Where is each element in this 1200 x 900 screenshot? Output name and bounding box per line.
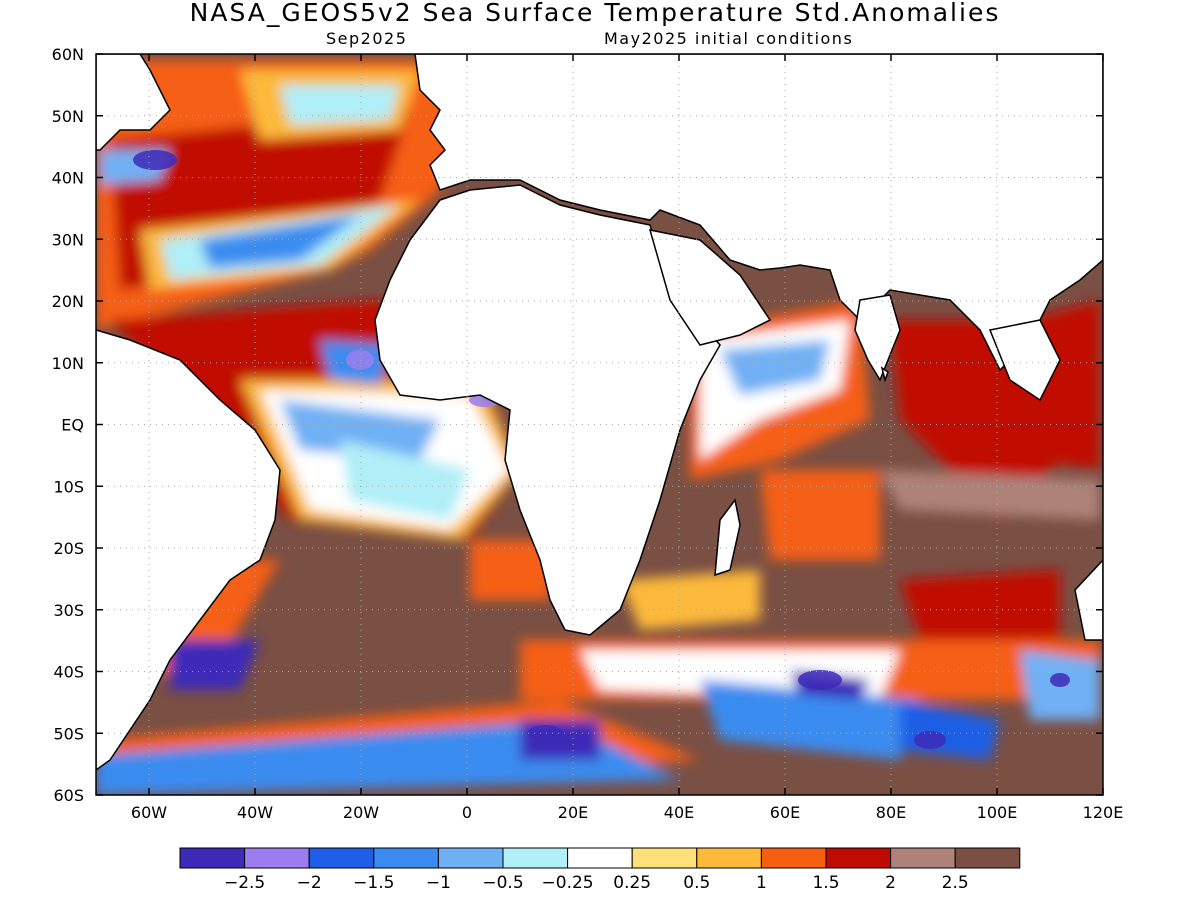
lon-tick-label: 40E — [664, 803, 694, 822]
colorbar: −2.5 −2 −1.5 −1 −0.5 −0.25 0.25 0.5 1 1.5 2 2.5 — [179, 847, 1021, 893]
lon-tick-label: 60W — [131, 803, 167, 822]
colorbar-label: 1 — [756, 873, 767, 893]
colorbar-label: −0.5 — [482, 873, 523, 893]
colorbar-label: 0.5 — [683, 873, 710, 893]
colorbar-label: −1.5 — [353, 873, 394, 893]
lon-tick-label: 60E — [770, 803, 800, 822]
colorbar-label: −1 — [426, 873, 451, 893]
axis-ticks: 60W 40W 20W 0 20E 40E 60E 80E 100E 120E 60N 50N 40N 3… — [52, 45, 1124, 822]
colorbar-swatch — [760, 847, 827, 869]
lat-tick-label: 10N — [52, 354, 84, 373]
colorbar-label: 2 — [885, 873, 896, 893]
colorbar-swatch — [373, 847, 439, 869]
colorbar-swatch — [308, 847, 375, 869]
lat-tick-label: 20S — [53, 539, 84, 558]
colorbar-swatch — [179, 847, 246, 869]
lon-tick-label: 120E — [1083, 803, 1124, 822]
lon-tick-label: 20W — [343, 803, 379, 822]
lat-tick-label: 40N — [52, 169, 84, 188]
colorbar-label: −2.5 — [224, 873, 265, 893]
lon-tick-label: 100E — [977, 803, 1018, 822]
colorbar-label: −2 — [297, 873, 322, 893]
forecast-month: Sep2025 — [326, 29, 408, 48]
lat-tick-label: 30S — [53, 601, 84, 620]
lon-tick-label: 40W — [237, 803, 273, 822]
lat-tick-label: 60S — [53, 786, 84, 805]
lon-tick-label: 0 — [462, 803, 472, 822]
lat-tick-label: 30N — [52, 230, 84, 249]
colorbar-swatch — [567, 847, 633, 869]
colorbar-swatch — [890, 847, 956, 869]
colorbar-swatch — [631, 847, 698, 869]
colorbar-swatch — [696, 847, 762, 869]
lat-tick-label: EQ — [61, 416, 84, 435]
lat-tick-label: 50S — [53, 724, 84, 743]
lat-tick-label: 10S — [53, 477, 84, 496]
lat-tick-label: 60N — [52, 45, 84, 64]
lon-tick-label: 80E — [876, 803, 906, 822]
lon-tick-label: 20E — [558, 803, 588, 822]
colorbar-label: 1.5 — [812, 873, 839, 893]
colorbar-swatch — [502, 847, 569, 869]
land-masses — [96, 54, 1103, 771]
colorbar-label: 0.25 — [613, 873, 651, 893]
colorbar-swatch — [825, 847, 892, 869]
colorbar-swatch — [437, 847, 504, 869]
colorbar-swatch — [244, 847, 310, 869]
lat-tick-label: 20N — [52, 292, 84, 311]
lat-tick-label: 50N — [52, 107, 84, 126]
colorbar-label: −0.25 — [542, 873, 594, 893]
colorbar-label: 2.5 — [942, 873, 969, 893]
lat-tick-label: 40S — [53, 663, 84, 682]
initial-conditions: May2025 initial conditions — [604, 29, 854, 48]
map-title: NASA_GEOS5v2 Sea Surface Temperature Std… — [189, 0, 1001, 27]
colorbar-swatch — [954, 847, 1021, 869]
